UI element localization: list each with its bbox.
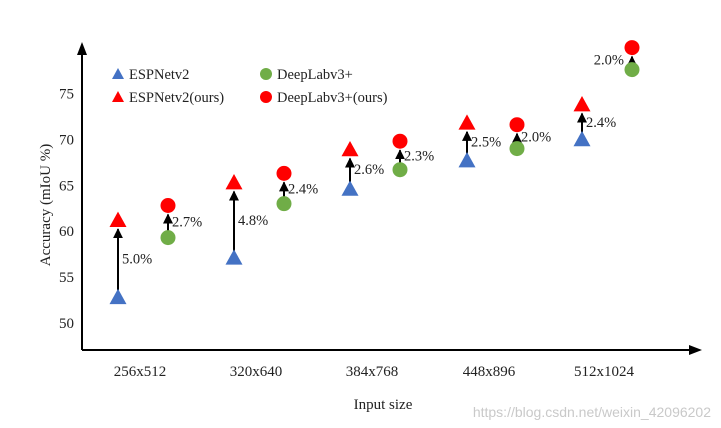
x-tick-labels: 256x512 320x640 384x768 448x896 512x1024 xyxy=(114,364,635,380)
triangle-marker xyxy=(109,288,127,305)
circle-marker xyxy=(509,141,525,157)
legend-triangle-marker xyxy=(112,91,124,102)
y-tick-label: 50 xyxy=(59,316,74,332)
improvement-arrows xyxy=(113,55,637,291)
improvement-label: 2.0% xyxy=(521,130,551,146)
x-axis-arrow xyxy=(689,345,702,355)
y-tick-label: 60 xyxy=(59,224,74,240)
improvement-label: 5.0% xyxy=(122,252,152,268)
circle-marker xyxy=(624,62,640,78)
improvement-label: 4.8% xyxy=(238,213,268,229)
y-axis-arrow xyxy=(77,42,87,55)
legend-label: ESPNetv2(ours) xyxy=(129,90,224,106)
legend-circle-marker xyxy=(260,91,272,103)
x-axis-title: Input size xyxy=(354,397,413,413)
y-tick-labels: 50 55 60 65 70 75 xyxy=(59,87,74,333)
data-points xyxy=(109,40,640,305)
y-tick-label: 65 xyxy=(59,178,74,194)
y-tick-label: 70 xyxy=(59,132,74,148)
circle-marker xyxy=(392,162,408,178)
triangle-marker xyxy=(458,114,476,130)
improvement-label: 2.5% xyxy=(471,135,501,151)
legend-circle-marker xyxy=(260,68,272,80)
y-tick-label: 75 xyxy=(59,87,74,103)
improvement-label: 2.6% xyxy=(354,162,384,178)
legend-label: DeepLabv3+(ours) xyxy=(277,90,388,106)
triangle-marker xyxy=(341,180,359,196)
improvement-label: 2.7% xyxy=(172,215,202,231)
legend-label: DeepLabv3+ xyxy=(277,67,353,83)
improvement-label: 2.3% xyxy=(404,148,434,164)
legend-label: ESPNetv2 xyxy=(129,67,189,83)
x-tick-label: 384x768 xyxy=(346,364,399,380)
watermark: https://blog.csdn.net/weixin_42096202 xyxy=(472,404,711,420)
x-tick-label: 320x640 xyxy=(230,364,283,380)
y-axis-title: Accuracy (mIoU %) xyxy=(38,144,54,266)
triangle-marker xyxy=(225,249,243,265)
triangle-marker xyxy=(573,130,591,147)
circle-marker xyxy=(276,165,292,181)
circle-marker xyxy=(160,230,176,246)
circle-marker xyxy=(160,197,176,213)
x-tick-label: 448x896 xyxy=(463,364,516,380)
improvement-label: 2.4% xyxy=(288,182,318,198)
legend: ESPNetv2 ESPNetv2(ours) DeepLabv3+ DeepLabv… xyxy=(112,67,388,106)
circle-marker xyxy=(276,196,292,212)
improvement-labels: 5.0% 4.8% 2.6% 2.5% 2.4% 2.7% 2.4% 2.3% 2.0% 2.0% xyxy=(122,53,624,268)
triangle-marker xyxy=(458,152,476,168)
circle-marker xyxy=(509,117,525,133)
legend-triangle-marker xyxy=(112,68,124,79)
circle-marker xyxy=(392,133,408,149)
triangle-marker xyxy=(573,96,591,112)
improvement-label: 2.0% xyxy=(594,53,624,69)
x-tick-label: 256x512 xyxy=(114,364,167,380)
improvement-label: 2.4% xyxy=(586,115,616,131)
triangle-marker xyxy=(225,174,243,190)
x-tick-label: 512x1024 xyxy=(574,364,635,380)
circle-marker xyxy=(624,40,640,56)
triangle-marker xyxy=(341,140,359,157)
y-tick-label: 55 xyxy=(59,270,74,286)
triangle-marker xyxy=(109,211,127,227)
